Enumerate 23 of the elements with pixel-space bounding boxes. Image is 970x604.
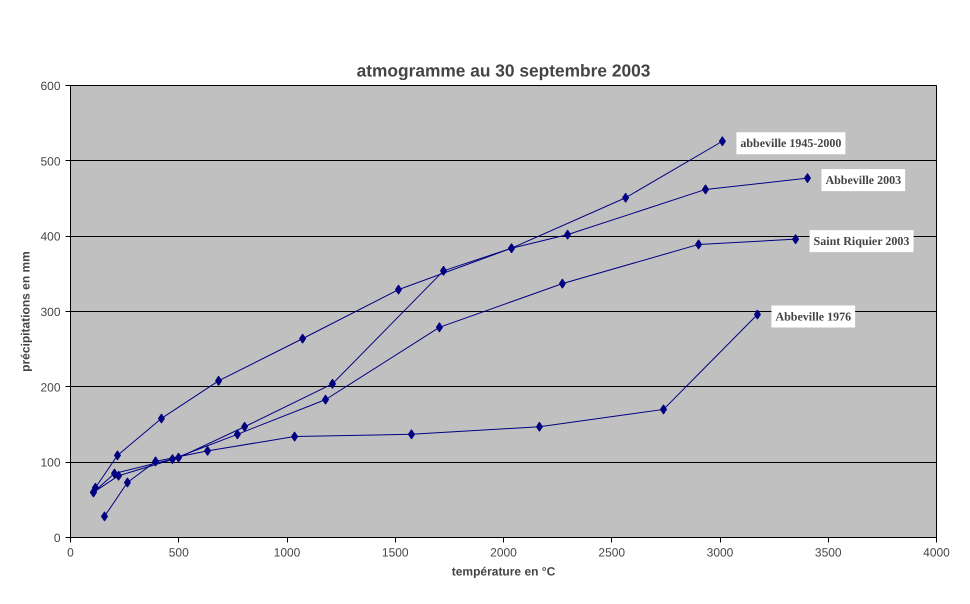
- y-tick-label: 200: [40, 380, 61, 394]
- series-label: abbeville 1945-2000: [740, 136, 842, 150]
- series-label: Abbeville 2003: [825, 173, 902, 188]
- x-tick-label: 1000: [274, 546, 301, 560]
- x-tick-label: 0: [67, 546, 74, 560]
- chart-title: atmogramme au 30 septembre 2003: [356, 60, 651, 80]
- x-tick-label: 4000: [923, 546, 950, 560]
- series-label: Abbeville 1976: [775, 310, 852, 324]
- y-axis-title: précipitations en mm: [18, 251, 32, 372]
- x-tick-label: 2500: [598, 546, 626, 560]
- y-tick-label: 400: [40, 230, 61, 244]
- series-label: Saint Riquier 2003: [814, 234, 910, 248]
- x-tick-label: 2000: [490, 546, 518, 560]
- y-tick-label: 100: [40, 456, 61, 470]
- x-tick-label: 3500: [814, 546, 842, 560]
- x-tick-label: 1500: [382, 546, 409, 560]
- y-tick-label: 600: [40, 79, 61, 93]
- y-tick-label: 500: [40, 154, 61, 168]
- x-tick-label: 3000: [706, 546, 734, 560]
- x-axis-title: température en °C: [452, 564, 556, 578]
- y-tick-label: 0: [54, 531, 61, 545]
- y-tick-label: 300: [40, 305, 61, 319]
- x-tick-label: 500: [168, 546, 190, 560]
